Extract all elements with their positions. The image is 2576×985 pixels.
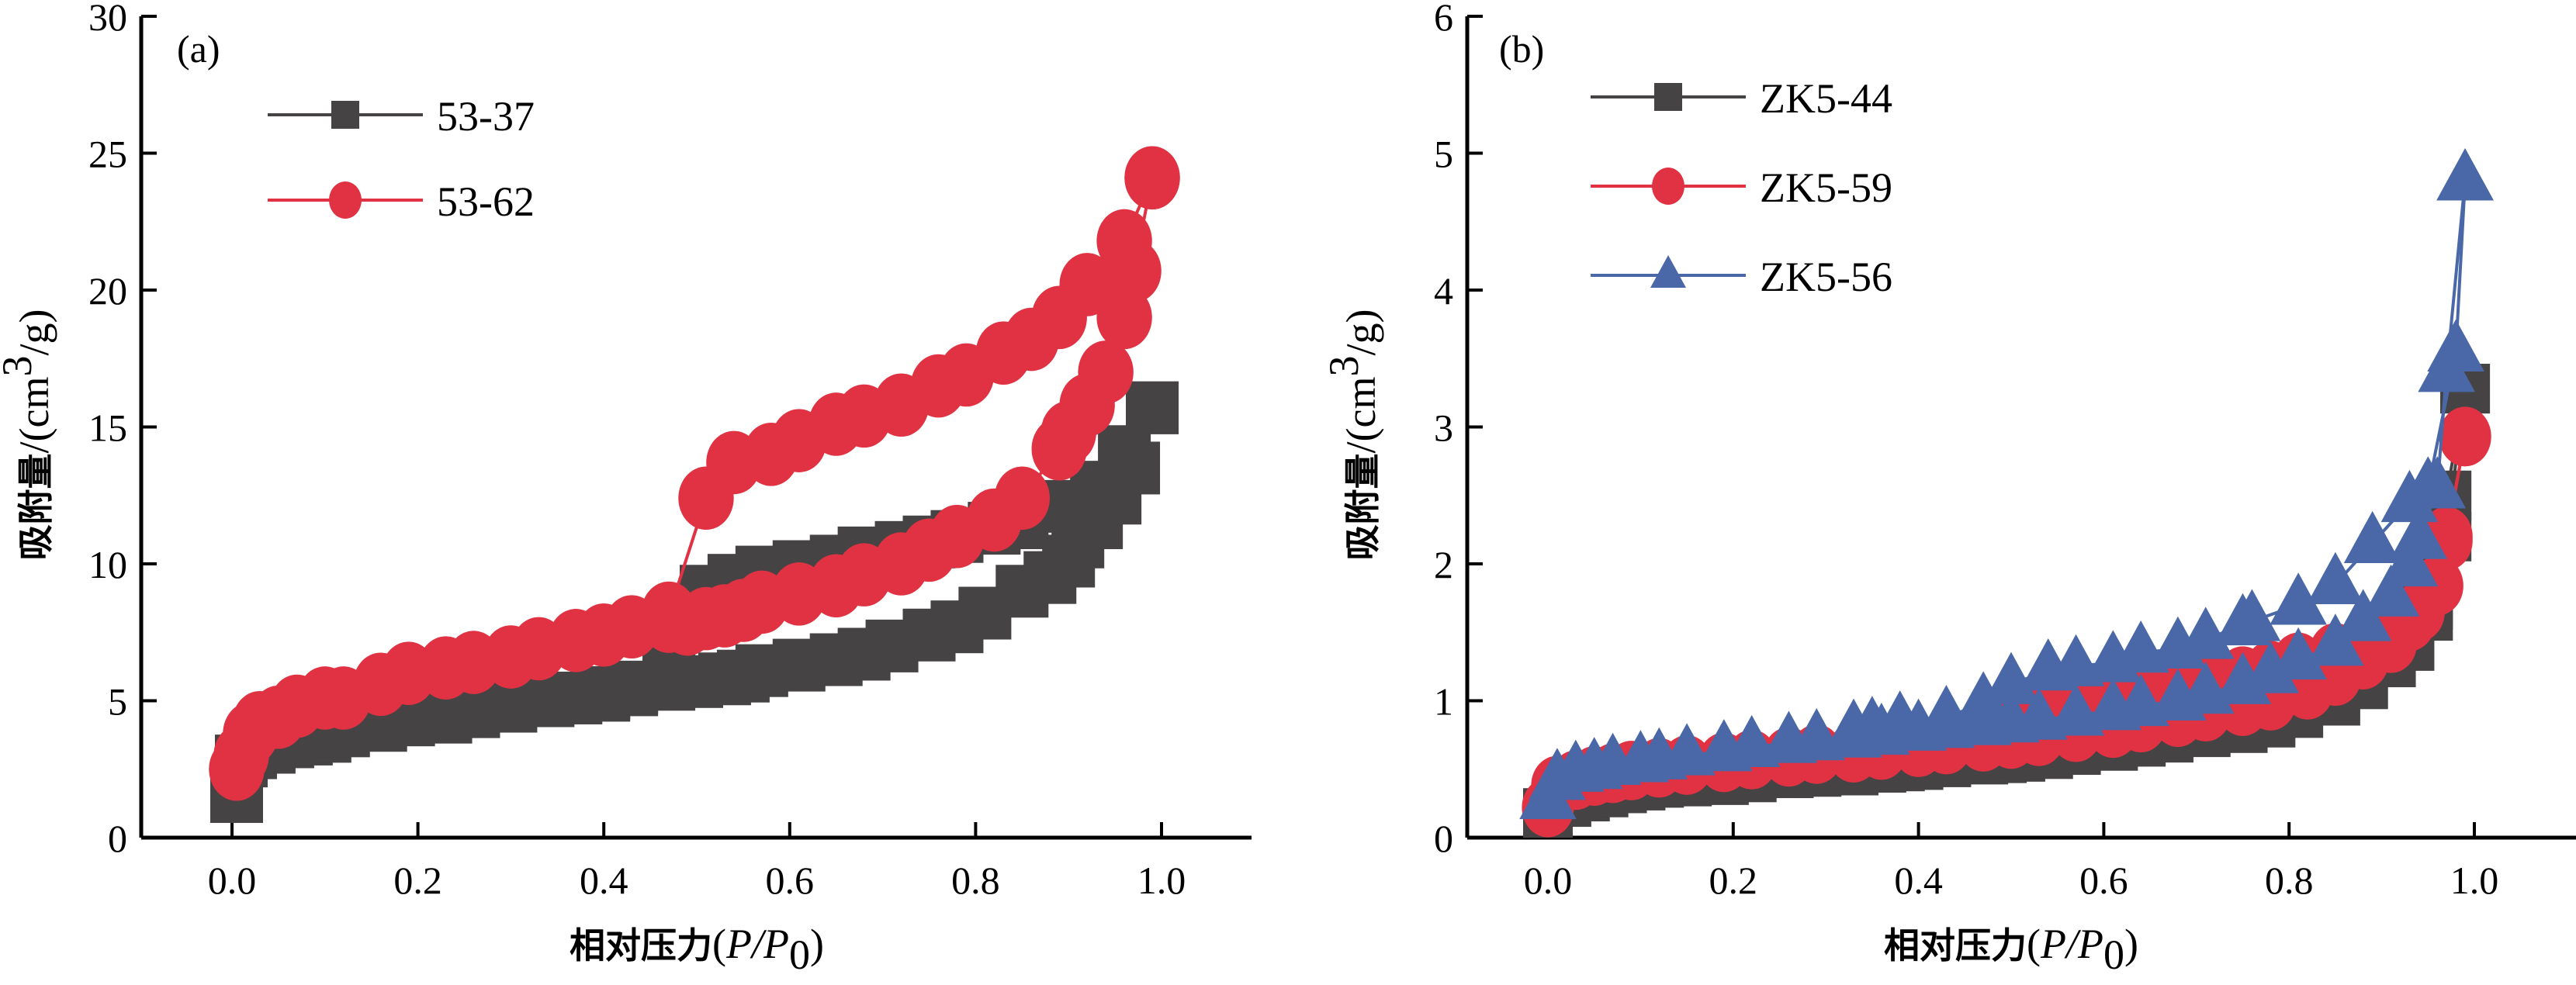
data-point bbox=[2436, 148, 2494, 201]
x-tick-label: 0.8 bbox=[951, 859, 1000, 902]
x-axis-title: 相对压力(P/P0) bbox=[1884, 921, 2138, 978]
data-point bbox=[2270, 627, 2327, 680]
y-tick-label: 5 bbox=[1434, 133, 1453, 176]
data-point bbox=[2019, 638, 2077, 691]
y-tick-label: 0 bbox=[108, 817, 127, 860]
data-point bbox=[994, 466, 1051, 531]
x-tick-label: 0.0 bbox=[208, 859, 257, 902]
data-point bbox=[2427, 319, 2484, 372]
data-point bbox=[1078, 340, 1134, 404]
y-tick-label: 2 bbox=[1434, 543, 1453, 586]
data-point bbox=[1825, 698, 1882, 751]
paren: ( bbox=[712, 921, 726, 967]
x-axis-title: 相对压力(P/P0) bbox=[570, 921, 824, 978]
data-point bbox=[1982, 651, 2040, 704]
panel-label: (b) bbox=[1499, 27, 1544, 71]
legend-marker-square-icon bbox=[331, 101, 359, 129]
y-axis-title-cn: 吸附量 bbox=[1342, 453, 1383, 560]
y-axis-title-cn: 吸附量 bbox=[15, 453, 57, 560]
y-tick-label: 1 bbox=[1434, 680, 1453, 724]
data-point bbox=[2214, 593, 2272, 645]
y-tick-label: 15 bbox=[88, 406, 127, 450]
paren: ( bbox=[2027, 921, 2041, 967]
legend-item: 53-62 bbox=[268, 178, 535, 225]
paren: ) bbox=[810, 921, 824, 967]
x-tick-label: 0.0 bbox=[1524, 859, 1573, 902]
y-axis-unit: /(cm bbox=[11, 377, 57, 454]
x-tick-label: 0.2 bbox=[1709, 859, 1758, 902]
data-point bbox=[1917, 685, 1975, 738]
x-tick-label: 1.0 bbox=[2450, 859, 2499, 902]
paren: ) bbox=[2124, 921, 2138, 967]
series-ZK5-56 bbox=[1519, 148, 2494, 820]
y-axis-unit: /g) bbox=[11, 309, 57, 356]
legend-label: ZK5-44 bbox=[1760, 75, 1892, 122]
legend-item: ZK5-56 bbox=[1591, 254, 1892, 300]
legend-item: ZK5-44 bbox=[1591, 75, 1892, 122]
data-point bbox=[1955, 671, 2012, 724]
legend-label: ZK5-59 bbox=[1760, 164, 1892, 211]
y-axis-title: 吸附量/(cm3/g) bbox=[0, 309, 57, 561]
data-point bbox=[2343, 510, 2401, 564]
x-axis-subscript: 0 bbox=[789, 931, 810, 978]
data-point bbox=[2149, 616, 2207, 669]
series-53-62 bbox=[209, 146, 1180, 801]
x-axis-var: P/P bbox=[2040, 921, 2103, 967]
legend-marker-triangle-icon bbox=[1650, 254, 1686, 288]
x-tick-label: 1.0 bbox=[1137, 859, 1186, 902]
data-point bbox=[2084, 630, 2142, 683]
data-point bbox=[2390, 506, 2448, 559]
y-axis-unit: /g) bbox=[1338, 309, 1384, 356]
x-axis-title-cn: 相对压力 bbox=[1884, 925, 2027, 966]
data-point bbox=[2307, 613, 2364, 666]
panel-label: (a) bbox=[177, 27, 220, 71]
data-point bbox=[2362, 564, 2420, 617]
legend-marker-circle-icon bbox=[1652, 168, 1684, 205]
y-tick-label: 3 bbox=[1434, 406, 1453, 450]
y-axis-unit: /(cm bbox=[1338, 377, 1384, 454]
x-axis-var: P/P bbox=[725, 921, 789, 967]
data-point bbox=[678, 466, 734, 531]
data-point bbox=[2242, 641, 2300, 693]
y-tick-label: 5 bbox=[108, 680, 127, 724]
y-tick-label: 10 bbox=[88, 543, 127, 586]
data-point bbox=[2334, 589, 2392, 641]
data-point bbox=[2380, 469, 2439, 523]
x-tick-label: 0.4 bbox=[1894, 859, 1943, 902]
legend-marker-square-icon bbox=[1654, 83, 1682, 111]
x-axis-subscript: 0 bbox=[2103, 931, 2124, 978]
x-tick-label: 0.4 bbox=[580, 859, 628, 902]
data-point bbox=[2307, 551, 2364, 605]
x-tick-label: 0.2 bbox=[393, 859, 442, 902]
data-point bbox=[1096, 209, 1152, 273]
y-tick-label: 0 bbox=[1434, 817, 1453, 860]
y-tick-label: 6 bbox=[1434, 0, 1453, 39]
legend-label: 53-62 bbox=[437, 178, 535, 225]
y-tick-label: 30 bbox=[88, 0, 127, 39]
y-axis-superscript: 3 bbox=[1321, 356, 1367, 377]
x-tick-label: 0.6 bbox=[2079, 859, 2128, 902]
y-tick-label: 20 bbox=[88, 269, 127, 313]
data-point bbox=[577, 669, 631, 722]
legend-marker-circle-icon bbox=[329, 181, 362, 219]
y-axis-title: 吸附量/(cm3/g) bbox=[1321, 309, 1384, 561]
legend-item: 53-37 bbox=[268, 93, 535, 140]
x-tick-label: 0.8 bbox=[2265, 859, 2314, 902]
legend-label: ZK5-56 bbox=[1760, 254, 1892, 300]
x-axis-title-cn: 相对压力 bbox=[570, 925, 712, 966]
data-point bbox=[2439, 406, 2491, 467]
y-tick-label: 25 bbox=[88, 133, 127, 176]
data-point bbox=[2380, 534, 2439, 587]
data-point bbox=[641, 581, 697, 645]
y-axis-superscript: 3 bbox=[0, 356, 40, 377]
data-point bbox=[1124, 146, 1180, 210]
x-tick-label: 0.6 bbox=[766, 859, 815, 902]
data-point bbox=[2270, 572, 2327, 625]
y-tick-label: 4 bbox=[1434, 269, 1453, 313]
legend-label: 53-37 bbox=[437, 93, 535, 140]
legend-item: ZK5-59 bbox=[1591, 164, 1892, 211]
